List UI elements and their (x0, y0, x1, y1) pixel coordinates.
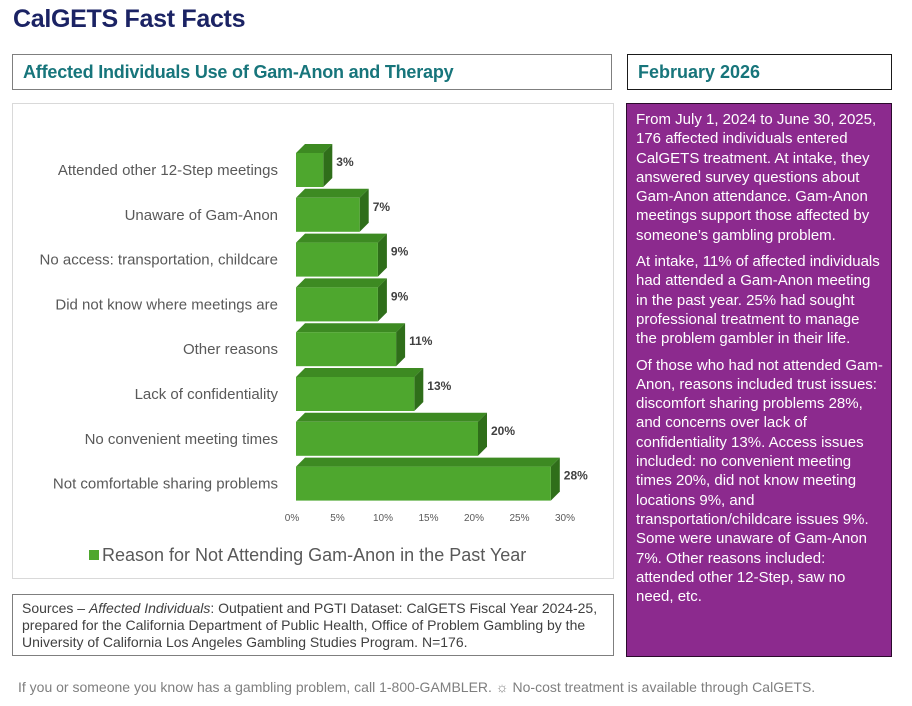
x-tick-label: 0% (285, 513, 300, 524)
bar-top-face (296, 368, 424, 377)
data-label: 9% (391, 289, 409, 303)
footer-helpline: If you or someone you know has a gamblin… (18, 679, 816, 695)
data-label: 28% (564, 469, 588, 483)
page-title: CalGETS Fast Facts (13, 5, 246, 33)
bar-side-face (478, 412, 487, 456)
chart-header-box: Affected Individuals Use of Gam-Anon and… (12, 54, 612, 90)
info-paragraph-2: At intake, 11% of affected individuals h… (636, 253, 880, 348)
category-label: Not comfortable sharing problems (53, 476, 278, 493)
bar-top-face (296, 233, 387, 243)
data-label: 9% (391, 245, 409, 259)
bar (296, 287, 378, 322)
category-label: Attended other 12-Step meetings (58, 162, 278, 179)
legend-swatch (89, 550, 99, 560)
info-paragraph-1: From July 1, 2024 to June 30, 2025, 176 … (636, 111, 877, 244)
data-label: 7% (373, 200, 391, 214)
bar-top-face (296, 412, 487, 422)
category-label: No access: transportation, childcare (40, 252, 278, 269)
bar-top-face (296, 144, 333, 153)
bar-top-face (296, 188, 369, 198)
bar-side-face (414, 368, 424, 411)
bar-chart: Attended other 12-Step meetings 3% Unaware… (40, 144, 588, 565)
info-paragraph-3: Of those who had not attended Gam-Anon, … (636, 356, 883, 606)
bar (296, 332, 397, 367)
x-tick-label: 30% (555, 513, 575, 524)
bar-side-face (359, 188, 369, 232)
sources-prefix: Sources – (22, 600, 89, 616)
info-panel: From July 1, 2024 to June 30, 2025, 176 … (626, 103, 892, 657)
date-header-title: February 2026 (638, 62, 761, 82)
x-tick-label: 15% (418, 513, 438, 524)
data-label: 11% (409, 334, 433, 348)
chart-header-title: Affected Individuals Use of Gam-Anon and… (23, 62, 454, 82)
x-tick-label: 25% (509, 513, 529, 524)
legend-label: Reason for Not Attending Gam-Anon in the… (102, 545, 526, 565)
bar-top-face (296, 323, 406, 333)
bar (296, 466, 551, 501)
bar (296, 421, 478, 456)
category-label: No convenient meeting times (85, 431, 278, 448)
date-header-box: February 2026 (627, 54, 892, 90)
bar-side-face (377, 233, 387, 277)
bar (296, 197, 360, 232)
category-label: Lack of confidentiality (135, 386, 279, 403)
sources-box: Sources – Affected Individuals: Outpatie… (12, 594, 614, 656)
data-label: 13% (427, 379, 451, 393)
x-tick-label: 5% (330, 513, 345, 524)
bar-top-face (296, 457, 560, 467)
category-label: Unaware of Gam-Anon (125, 207, 278, 224)
category-label: Other reasons (183, 341, 278, 358)
bar-side-face (323, 144, 333, 187)
bar-side-face (396, 323, 406, 367)
category-label: Did not know where meetings are (55, 296, 278, 313)
bar (296, 242, 378, 277)
data-label: 20% (491, 424, 515, 438)
bar-side-face (550, 457, 560, 501)
bar-side-face (377, 278, 387, 322)
x-tick-label: 20% (464, 513, 484, 524)
sources-italic: Affected Individuals (88, 600, 211, 616)
bar (296, 153, 324, 187)
sources-text: : Outpatient and PGTI Dataset: CalGETS F… (22, 600, 598, 650)
bar-top-face (296, 278, 387, 288)
x-tick-label: 10% (373, 513, 393, 524)
chart-container: Attended other 12-Step meetings 3% Unaware… (12, 103, 614, 579)
data-label: 3% (336, 155, 354, 169)
bar (296, 377, 415, 411)
